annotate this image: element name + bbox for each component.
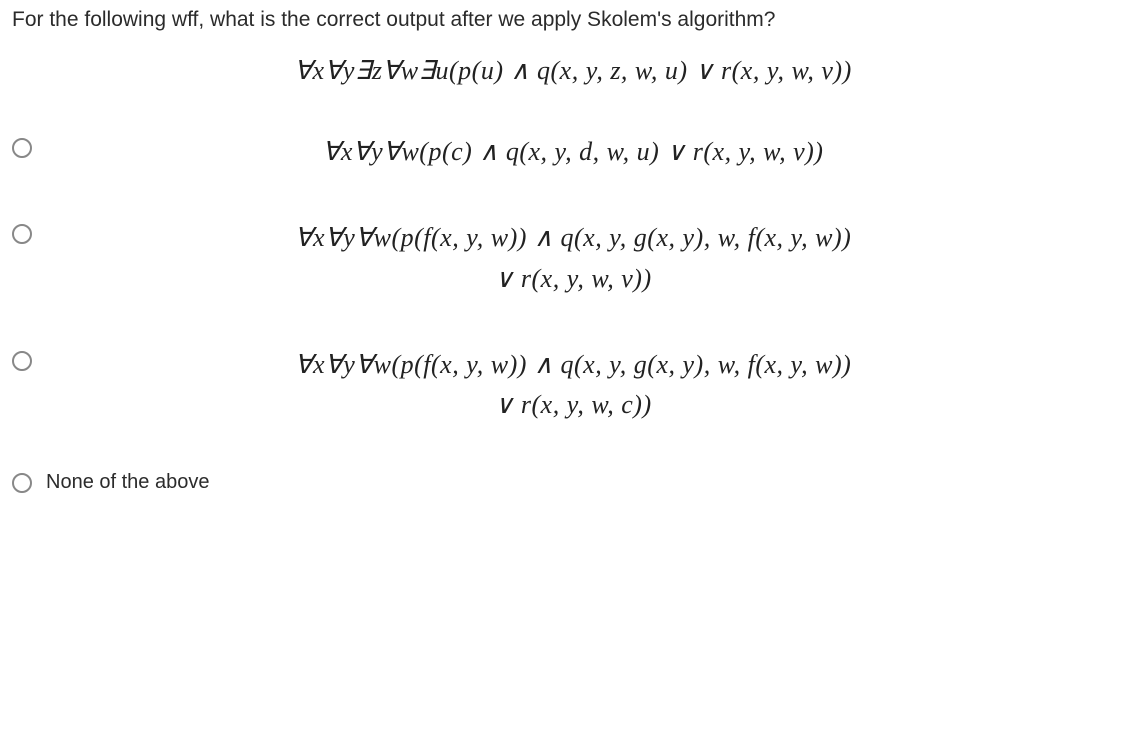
options-container: ∀x∀y∀w(p(c) ∧ q(x, y, d, w, u) ∨ r(x, y,… <box>12 132 1134 494</box>
option-2-formula: ∀x∀y∀w(p(f(x, y, w)) ∧ q(x, y, g(x, y), … <box>46 218 1134 299</box>
question-prompt: For the following wff, what is the corre… <box>12 8 1134 32</box>
option-1-formula: ∀x∀y∀w(p(c) ∧ q(x, y, d, w, u) ∨ r(x, y,… <box>46 132 1134 172</box>
option-3[interactable]: ∀x∀y∀w(p(f(x, y, w)) ∧ q(x, y, g(x, y), … <box>12 345 1134 426</box>
option-2-line-1: ∀x∀y∀w(p(f(x, y, w)) ∧ q(x, y, g(x, y), … <box>46 218 1100 258</box>
option-1-line-1: ∀x∀y∀w(p(c) ∧ q(x, y, d, w, u) ∨ r(x, y,… <box>46 132 1100 172</box>
radio-icon[interactable] <box>12 224 32 244</box>
main-formula: ∀x∀y∃z∀w∃u(p(u) ∧ q(x, y, z, w, u) ∨ r(x… <box>12 56 1134 86</box>
radio-icon[interactable] <box>12 473 32 493</box>
option-3-line-2: ∨ r(x, y, w, c)) <box>46 385 1100 425</box>
option-3-line-1: ∀x∀y∀w(p(f(x, y, w)) ∧ q(x, y, g(x, y), … <box>46 345 1100 385</box>
radio-icon[interactable] <box>12 138 32 158</box>
option-4[interactable]: None of the above <box>12 471 1134 494</box>
option-1[interactable]: ∀x∀y∀w(p(c) ∧ q(x, y, d, w, u) ∨ r(x, y,… <box>12 132 1134 172</box>
option-3-formula: ∀x∀y∀w(p(f(x, y, w)) ∧ q(x, y, g(x, y), … <box>46 345 1134 426</box>
option-2[interactable]: ∀x∀y∀w(p(f(x, y, w)) ∧ q(x, y, g(x, y), … <box>12 218 1134 299</box>
radio-icon[interactable] <box>12 351 32 371</box>
option-4-label: None of the above <box>46 471 209 494</box>
option-2-line-2: ∨ r(x, y, w, v)) <box>46 259 1100 299</box>
